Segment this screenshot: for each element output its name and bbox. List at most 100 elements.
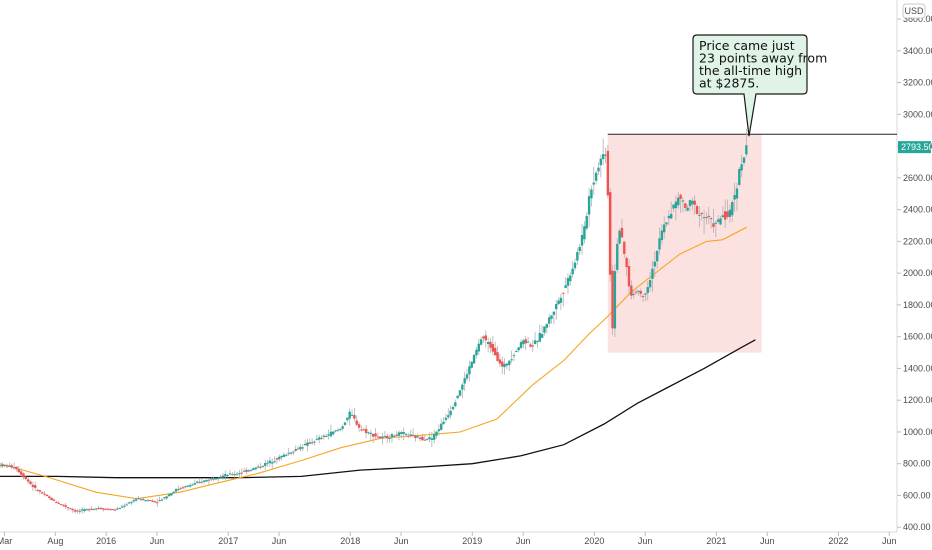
candle-body bbox=[228, 473, 232, 475]
candle-body bbox=[700, 212, 703, 215]
candle-body bbox=[217, 478, 220, 480]
candle-body bbox=[254, 467, 258, 470]
candle-body bbox=[559, 297, 563, 303]
currency-label[interactable]: USD bbox=[902, 3, 926, 19]
candle-body bbox=[261, 465, 265, 467]
x-tick-label: 2017 bbox=[218, 536, 238, 546]
candle-body bbox=[327, 434, 330, 436]
candle-body bbox=[451, 406, 455, 410]
candle-body bbox=[578, 246, 581, 252]
y-tick-label: 3000.00 bbox=[903, 109, 932, 119]
candle-body bbox=[435, 431, 438, 436]
candle-body bbox=[653, 261, 656, 267]
candle-body bbox=[78, 510, 81, 512]
candle-body bbox=[428, 437, 431, 440]
candle-body bbox=[437, 429, 441, 432]
candle-body bbox=[191, 484, 194, 486]
candle-body bbox=[207, 479, 211, 481]
candle-body bbox=[292, 451, 295, 453]
candle-body bbox=[423, 439, 426, 441]
slow-moving-average bbox=[0, 339, 756, 479]
candle-body bbox=[240, 472, 243, 474]
candle-body bbox=[85, 509, 89, 511]
candle-body bbox=[348, 411, 351, 419]
y-tick-label: 1800.00 bbox=[903, 300, 932, 310]
candle-body bbox=[226, 475, 229, 477]
candle-body bbox=[616, 243, 619, 270]
candle-body bbox=[458, 390, 462, 396]
candle-body bbox=[587, 196, 591, 215]
x-tick-label: Jun bbox=[272, 536, 287, 546]
candle-body bbox=[418, 437, 422, 439]
candle-body bbox=[618, 230, 621, 244]
candle-body bbox=[45, 494, 49, 497]
callout-text-line: Price came just bbox=[699, 38, 795, 53]
candle-body bbox=[740, 164, 743, 171]
candle-body bbox=[430, 438, 434, 440]
candle-body bbox=[501, 361, 504, 367]
candle-body bbox=[463, 378, 466, 384]
x-tick-label: 2019 bbox=[462, 536, 482, 546]
candle-body bbox=[585, 215, 588, 229]
candle-body bbox=[310, 442, 314, 444]
candle-body bbox=[404, 433, 408, 435]
candle-body bbox=[379, 436, 382, 439]
candle-body bbox=[594, 172, 598, 181]
candle-body bbox=[550, 315, 553, 319]
candle-body bbox=[519, 341, 523, 348]
candle-body bbox=[264, 463, 267, 466]
candle-body bbox=[667, 215, 671, 219]
candle-body bbox=[50, 497, 53, 501]
x-tick-label: Jun bbox=[516, 536, 531, 546]
candle-body bbox=[29, 481, 32, 485]
candle-body bbox=[592, 182, 595, 185]
candle-body bbox=[599, 158, 603, 166]
candle-body bbox=[383, 436, 387, 438]
y-tick-label: 400.00 bbox=[903, 522, 931, 532]
candle-body bbox=[461, 384, 464, 390]
candle-body bbox=[102, 508, 105, 510]
candle-body bbox=[397, 432, 401, 436]
candle-body bbox=[681, 200, 685, 202]
candle-body bbox=[442, 421, 445, 424]
candle-body bbox=[677, 197, 680, 206]
candle-body bbox=[468, 366, 471, 375]
candle-body bbox=[71, 509, 74, 511]
candle-body bbox=[381, 436, 384, 439]
candle-body bbox=[390, 434, 394, 438]
x-tick-label: Jun bbox=[760, 536, 775, 546]
candle-body bbox=[116, 508, 119, 510]
candle-body bbox=[15, 466, 18, 470]
callout-bubble bbox=[692, 34, 808, 137]
callout-text-line: 23 points away from bbox=[699, 51, 827, 66]
candle-body bbox=[92, 508, 96, 510]
candle-body bbox=[109, 509, 112, 511]
candle-body bbox=[547, 317, 551, 324]
candle-body bbox=[48, 496, 51, 498]
candle-body bbox=[665, 222, 668, 225]
candle-body bbox=[583, 226, 586, 240]
candle-body bbox=[273, 461, 276, 463]
x-tick-label: Jun bbox=[150, 536, 165, 546]
candle-body bbox=[395, 434, 398, 436]
candle-body bbox=[336, 429, 340, 431]
candle-body bbox=[247, 470, 250, 472]
candle-body bbox=[177, 489, 180, 491]
candle-body bbox=[24, 476, 28, 479]
candle-body bbox=[477, 343, 480, 352]
y-tick-label: 1200.00 bbox=[903, 395, 932, 405]
candle-body bbox=[106, 508, 110, 510]
candle-body bbox=[386, 435, 389, 439]
candle-body bbox=[130, 502, 133, 504]
candle-body bbox=[193, 483, 196, 485]
candle-body bbox=[34, 485, 37, 488]
y-tick-label: 2200.00 bbox=[903, 236, 932, 246]
candle-body bbox=[693, 200, 696, 205]
candle-body bbox=[64, 505, 67, 508]
candle-body bbox=[449, 410, 452, 416]
y-tick-label: 3600.00 bbox=[903, 14, 932, 24]
candle-body bbox=[409, 434, 412, 436]
candle-body bbox=[73, 510, 77, 512]
candle-body bbox=[301, 447, 304, 449]
